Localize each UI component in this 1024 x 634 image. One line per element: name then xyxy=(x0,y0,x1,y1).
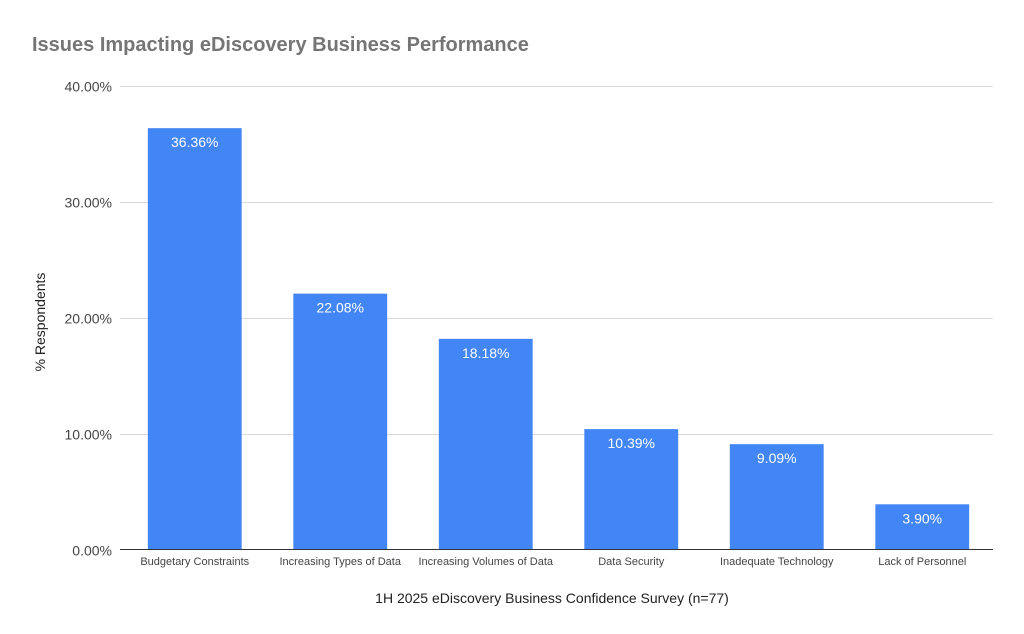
y-tick-label: 0.00% xyxy=(72,543,112,559)
x-tick-label: Lack of Personnel xyxy=(878,556,966,568)
y-tick-label: 10.00% xyxy=(65,427,112,443)
x-axis-ticks: Budgetary Constraints Increasing Types of… xyxy=(140,556,966,568)
bar-value-label: 36.36% xyxy=(171,134,218,150)
x-axis-title: 1H 2025 eDiscovery Business Confidence S… xyxy=(375,590,729,606)
bar-value-label: 3.90% xyxy=(902,510,942,526)
x-tick-label: Increasing Types of Data xyxy=(280,556,402,568)
bar xyxy=(438,338,533,550)
bar xyxy=(729,444,824,550)
bar-value-label: 22.08% xyxy=(317,300,364,316)
bar xyxy=(293,293,388,550)
bar-value-label: 9.09% xyxy=(757,450,797,466)
bar xyxy=(147,128,242,550)
bars xyxy=(147,128,970,550)
y-axis-title: % Respondents xyxy=(32,273,48,372)
y-tick-label: 30.00% xyxy=(65,195,112,211)
gridlines xyxy=(120,86,993,435)
x-tick-label: Inadequate Technology xyxy=(720,556,834,568)
y-tick-label: 40.00% xyxy=(65,79,112,95)
bar xyxy=(584,429,679,550)
bar xyxy=(875,504,970,550)
x-tick-label: Data Security xyxy=(598,556,665,568)
bar-value-labels: 36.36% 22.08% 18.18% 10.39% 9.09% 3.90% xyxy=(171,134,942,526)
bar-value-label: 10.39% xyxy=(608,435,655,451)
y-tick-label: 20.00% xyxy=(65,311,112,327)
x-tick-label: Increasing Volumes of Data xyxy=(418,556,553,568)
x-tick-label: Budgetary Constraints xyxy=(140,556,249,568)
chart-title: Issues Impacting eDiscovery Business Per… xyxy=(32,34,529,56)
y-axis-ticks: 0.00% 10.00% 20.00% 30.00% 40.00% xyxy=(65,79,112,559)
bar-value-label: 18.18% xyxy=(462,345,509,361)
